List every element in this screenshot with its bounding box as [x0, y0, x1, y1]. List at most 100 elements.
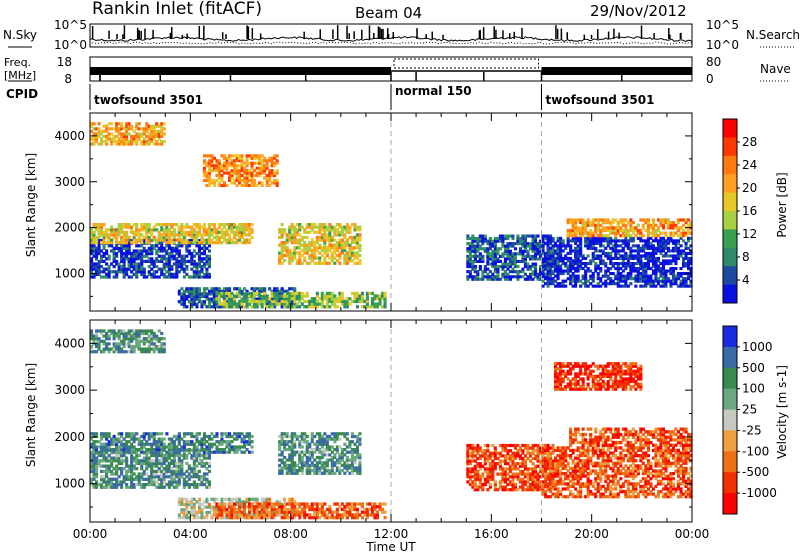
echo-cell — [676, 251, 680, 255]
echo-cell — [202, 265, 206, 269]
echo-cell — [182, 275, 186, 279]
echo-cell — [687, 251, 691, 255]
echo-cell — [687, 262, 691, 266]
echo-cell — [105, 137, 109, 141]
echo-cell — [358, 228, 362, 232]
echo-cell — [150, 272, 154, 276]
echo-cell — [177, 265, 181, 269]
echo-cell — [621, 218, 625, 222]
echo-cell — [147, 241, 151, 245]
echo-cell — [636, 228, 640, 233]
echo-cell — [478, 244, 482, 248]
echo-cell — [180, 233, 184, 237]
echo-cell — [175, 265, 179, 269]
echo-cell — [503, 262, 507, 266]
echo-cell — [180, 257, 184, 261]
echo-cell — [107, 238, 111, 242]
echo-cell — [115, 442, 119, 446]
echo-cell — [197, 270, 201, 274]
echo-cell — [115, 235, 119, 240]
echo-cell — [240, 500, 244, 504]
echo-cell — [308, 225, 312, 229]
echo-cell — [125, 448, 129, 452]
echo-cell — [355, 251, 359, 255]
echo-cell — [589, 244, 593, 248]
echo-cell — [117, 440, 121, 444]
echo-cell — [205, 254, 209, 258]
echo-cell — [378, 299, 382, 304]
echo-cell — [135, 467, 139, 471]
echo-cell — [215, 448, 219, 452]
echo-cell — [671, 267, 675, 271]
echo-cell — [192, 472, 196, 476]
echo-cell — [541, 267, 545, 271]
echo-cell — [243, 294, 247, 298]
echo-cell — [215, 161, 219, 165]
echo-cell — [614, 254, 618, 258]
echo-cell — [293, 299, 297, 304]
echo-cell — [90, 262, 94, 266]
echo-cell — [135, 127, 139, 131]
echo-cell — [167, 223, 171, 227]
echo-cell — [523, 239, 527, 243]
echo-cell — [594, 269, 598, 273]
echo-cell — [288, 230, 292, 234]
echo-cell — [225, 169, 229, 173]
echo-cell — [160, 233, 164, 237]
echo-cell — [155, 134, 159, 138]
echo-cell — [135, 437, 139, 441]
echo-cell — [594, 284, 598, 288]
echo-cell — [539, 257, 543, 261]
echo-cell — [120, 246, 124, 250]
echo-cell — [576, 267, 580, 271]
echo-cell — [100, 254, 104, 258]
nsearch-tick-bottom: 10^0 — [706, 38, 739, 52]
echo-cell — [526, 234, 530, 238]
echo-cell — [283, 299, 287, 304]
echo-cell — [611, 256, 615, 260]
echo-cell — [110, 233, 114, 237]
echo-cell — [566, 241, 570, 245]
echo-cell — [137, 132, 141, 136]
echo-cell — [175, 238, 179, 242]
echo-cell — [177, 289, 181, 293]
echo-cell — [345, 259, 349, 263]
echo-cell — [253, 294, 257, 298]
echo-cell — [167, 275, 171, 279]
echo-cell — [353, 225, 357, 229]
echo-cell — [609, 228, 613, 233]
echo-cell — [248, 294, 252, 298]
echo-cell — [197, 456, 201, 460]
colorbar-tick-label: 16 — [742, 204, 757, 218]
echo-cell — [228, 297, 232, 301]
echo-cell — [190, 475, 194, 479]
echo-cell — [350, 223, 354, 227]
echo-cell — [263, 164, 267, 168]
echo-cell — [233, 305, 237, 309]
echo-cell — [177, 300, 181, 304]
echo-cell — [320, 299, 324, 304]
echo-cell — [127, 127, 131, 131]
echo-cell — [260, 502, 264, 507]
echo-cell — [671, 254, 675, 258]
echo-cell — [263, 176, 267, 180]
echo-cell — [100, 464, 104, 468]
echo-cell — [506, 275, 510, 279]
echo-cell — [175, 453, 179, 458]
echo-cell — [162, 456, 166, 460]
echo-cell — [205, 516, 209, 520]
echo-cell — [180, 259, 184, 263]
echo-cell — [539, 244, 543, 248]
echo-cell — [599, 254, 603, 258]
echo-cell — [353, 241, 357, 245]
echo-cell — [222, 302, 226, 306]
echo-cell — [506, 244, 510, 248]
echo-cell — [604, 254, 608, 258]
echo-cell — [293, 225, 297, 229]
echo-cell — [335, 305, 339, 309]
echo-cell — [546, 239, 550, 243]
echo-cell — [130, 475, 134, 479]
echo-cell — [230, 434, 234, 439]
echo-cell — [689, 223, 693, 227]
